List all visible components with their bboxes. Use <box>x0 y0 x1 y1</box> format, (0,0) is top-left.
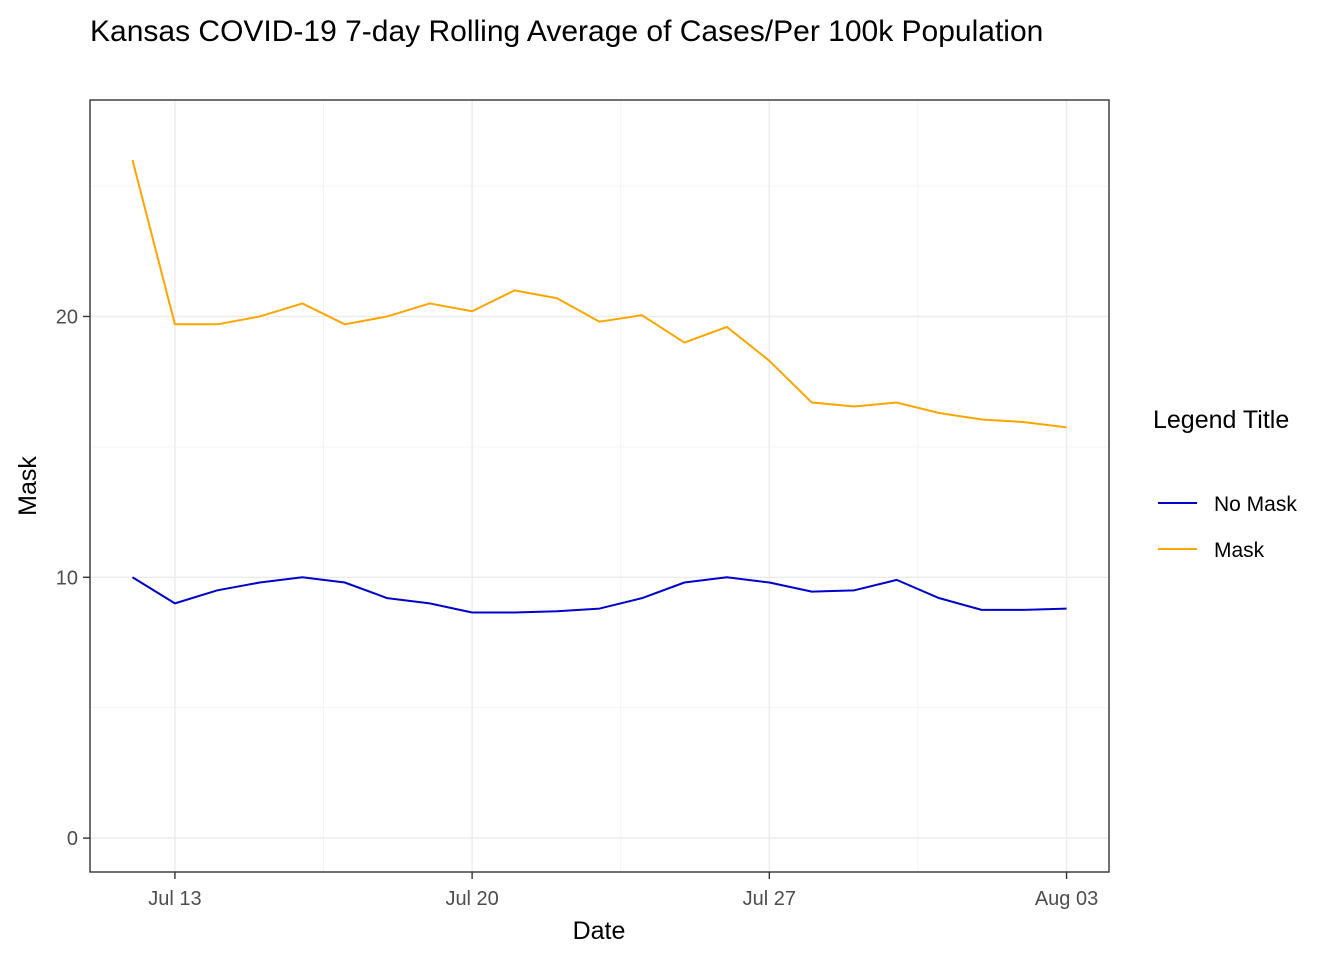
data-point-no-mask <box>131 576 133 578</box>
chart-title: Kansas COVID-19 7-day Rolling Average of… <box>90 15 1043 48</box>
data-point-no-mask <box>386 597 388 599</box>
data-point-no-mask <box>556 610 558 612</box>
data-point-mask <box>556 297 558 299</box>
data-point-mask <box>131 159 133 161</box>
series-layer <box>131 159 1067 614</box>
x-tick-label: Jul 27 <box>743 888 796 910</box>
data-point-mask <box>811 402 813 404</box>
data-point-mask <box>471 310 473 312</box>
data-point-no-mask <box>981 609 983 611</box>
data-point-no-mask <box>471 611 473 613</box>
data-point-mask <box>429 302 431 304</box>
data-point-no-mask <box>768 582 770 584</box>
series-points-mask <box>131 159 1067 428</box>
data-point-no-mask <box>853 589 855 591</box>
data-point-no-mask <box>938 597 940 599</box>
legend-label-no-mask: No Mask <box>1214 493 1297 516</box>
data-point-mask <box>726 326 728 328</box>
data-point-no-mask <box>683 582 685 584</box>
data-point-no-mask <box>1023 609 1025 611</box>
data-point-no-mask <box>1066 608 1068 610</box>
data-point-mask <box>216 323 218 325</box>
x-tick-label: Jul 20 <box>445 888 498 910</box>
data-point-mask <box>386 315 388 317</box>
series-line-mask <box>131 159 1067 429</box>
data-point-mask <box>259 315 261 317</box>
data-point-no-mask <box>174 602 176 604</box>
data-point-no-mask <box>641 597 643 599</box>
series-line-no-mask <box>131 576 1067 614</box>
data-point-mask <box>768 360 770 362</box>
data-point-no-mask <box>301 576 303 578</box>
data-point-no-mask <box>344 582 346 584</box>
y-tick-label: 10 <box>56 567 78 589</box>
legend-title: Legend Title <box>1153 406 1289 434</box>
data-point-mask <box>514 289 516 291</box>
data-point-mask <box>896 402 898 404</box>
major-gridlines-y <box>90 315 1109 839</box>
major-gridlines-x <box>174 100 1068 872</box>
x-tick-label: Aug 03 <box>1035 888 1098 910</box>
x-axis: Jul 13 Jul 20 Jul 27 Aug 03 <box>148 872 1098 910</box>
data-point-no-mask <box>599 608 601 610</box>
legend: Legend Title No Mask Mask <box>1153 406 1297 562</box>
data-point-no-mask <box>811 591 813 593</box>
data-point-mask <box>938 412 940 414</box>
data-point-no-mask <box>216 589 218 591</box>
minor-gridlines-y <box>90 185 1109 709</box>
legend-items: No Mask Mask <box>1158 493 1297 562</box>
x-axis-title: Date <box>573 917 626 945</box>
data-point-no-mask <box>259 582 261 584</box>
y-axis-title: Mask <box>14 456 42 516</box>
data-point-no-mask <box>514 611 516 613</box>
y-tick-label: 20 <box>56 306 78 328</box>
data-point-no-mask <box>429 602 431 604</box>
legend-label-mask: Mask <box>1214 539 1265 562</box>
y-tick-label: 0 <box>67 828 78 850</box>
data-point-mask <box>981 418 983 420</box>
data-point-mask <box>301 302 303 304</box>
data-point-mask <box>599 321 601 323</box>
data-point-mask <box>174 323 176 325</box>
legend-item-mask: Mask <box>1158 539 1265 562</box>
data-point-mask <box>1023 421 1025 423</box>
y-axis: 0 10 20 <box>56 306 90 850</box>
minor-gridlines-x <box>323 100 919 872</box>
legend-item-no-mask: No Mask <box>1158 493 1297 516</box>
data-point-mask <box>344 323 346 325</box>
plot-panel-border <box>89 99 1110 873</box>
x-tick-label: Jul 13 <box>148 888 201 910</box>
data-point-no-mask <box>726 576 728 578</box>
data-point-mask <box>1066 426 1068 428</box>
data-point-mask <box>641 314 643 316</box>
data-point-mask <box>683 342 685 344</box>
data-point-no-mask <box>896 579 898 581</box>
data-point-mask <box>853 405 855 407</box>
